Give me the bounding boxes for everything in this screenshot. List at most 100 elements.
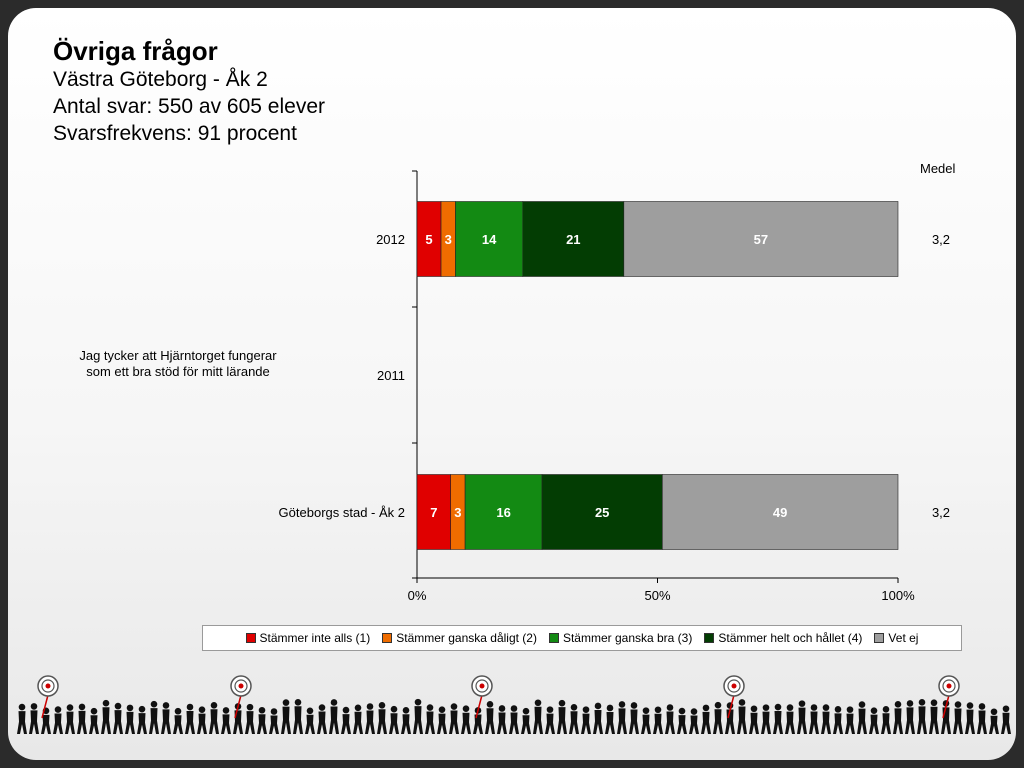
person-silhouette-icon: [606, 704, 614, 712]
x-tick-label: 0%: [408, 588, 427, 603]
person-silhouette-icon: [989, 715, 999, 734]
legend-swatch: [704, 633, 715, 643]
person-silhouette-icon: [101, 707, 111, 734]
person-silhouette-icon: [689, 715, 699, 734]
bar-segment: [455, 201, 524, 277]
bar-segment: [416, 201, 442, 277]
person-silhouette-icon: [233, 710, 243, 734]
person-silhouette-icon: [209, 709, 219, 734]
person-silhouette-icon: [41, 714, 51, 734]
person-silhouette-icon: [425, 711, 435, 734]
legend-swatch: [548, 633, 559, 643]
category-label: 2011: [377, 368, 405, 383]
person-silhouette-icon: [173, 715, 183, 734]
person-silhouette-icon: [990, 708, 998, 716]
person-silhouette-icon: [882, 705, 890, 713]
person-silhouette-icon: [569, 711, 579, 734]
person-silhouette-icon: [197, 713, 207, 734]
person-silhouette-icon: [174, 707, 182, 715]
person-silhouette-icon: [558, 699, 566, 707]
person-silhouette-icon: [966, 702, 974, 709]
person-silhouette-icon: [245, 711, 255, 734]
subtitle-response-rate: Svarsfrekvens: 91 procent: [53, 122, 297, 145]
person-silhouette-icon: [497, 712, 507, 734]
person-silhouette-icon: [918, 699, 926, 706]
person-silhouette-icon: [509, 712, 519, 734]
person-silhouette-icon: [713, 709, 723, 734]
person-silhouette-icon: [929, 706, 939, 734]
person-silhouette-icon: [1001, 712, 1011, 734]
person-silhouette-icon: [954, 701, 962, 708]
person-silhouette-icon: [654, 706, 662, 714]
person-silhouette-icon: [677, 715, 687, 734]
slide: Övriga frågor Västra Göteborg - Åk 2 Ant…: [8, 8, 1016, 760]
person-silhouette-icon: [30, 703, 38, 710]
person-silhouette-icon: [858, 701, 866, 708]
person-silhouette-icon: [545, 713, 555, 734]
person-silhouette-icon: [78, 703, 86, 711]
person-silhouette-icon: [510, 705, 518, 712]
person-silhouette-icon: [161, 709, 171, 734]
page-title: Övriga frågor: [53, 36, 218, 66]
person-silhouette-icon: [318, 704, 326, 711]
person-silhouette-icon: [317, 711, 327, 734]
bar-segment: [541, 474, 663, 550]
person-silhouette-icon: [593, 709, 603, 734]
person-silhouette-icon: [534, 699, 542, 707]
person-silhouette-icon: [449, 710, 459, 734]
person-silhouette-icon: [102, 699, 110, 707]
legend-swatch: [382, 633, 393, 643]
target-icon: [942, 679, 956, 693]
person-silhouette-icon: [810, 704, 818, 711]
person-silhouette-icon: [737, 706, 747, 734]
person-silhouette-icon: [629, 709, 639, 734]
person-silhouette-icon: [857, 708, 867, 734]
person-silhouette-icon: [702, 704, 710, 712]
person-silhouette-icon: [137, 713, 147, 734]
person-silhouette-icon: [893, 708, 903, 734]
subtitle-responses: Antal svar: 550 av 605 elever: [53, 95, 325, 118]
bar-data-label: 5: [425, 232, 432, 247]
person-silhouette-icon: [65, 711, 75, 734]
person-silhouette-icon: [162, 702, 170, 709]
person-silhouette-icon: [185, 711, 195, 734]
legend-item: Stämmer ganska bra (3): [548, 631, 693, 645]
person-silhouette-icon: [906, 700, 914, 707]
person-silhouette-icon: [870, 707, 878, 714]
person-silhouette-icon: [210, 701, 218, 709]
person-silhouette-icon: [1002, 705, 1010, 713]
person-silhouette-icon: [582, 706, 590, 713]
legend-label: Stämmer ganska bra (3): [562, 631, 693, 645]
person-silhouette-icon: [294, 699, 302, 706]
person-silhouette-icon: [581, 713, 591, 734]
person-silhouette-icon: [246, 703, 254, 711]
person-silhouette-icon: [438, 706, 446, 713]
bar-segment: [662, 474, 899, 550]
person-silhouette-icon: [90, 707, 98, 715]
person-silhouette-icon: [605, 711, 615, 734]
person-silhouette-icon: [330, 699, 338, 706]
person-silhouette-icon: [750, 705, 758, 713]
target-pin-icon: [41, 694, 49, 719]
person-silhouette-icon: [714, 701, 722, 709]
person-silhouette-icon: [557, 707, 567, 734]
person-silhouette-icon: [486, 700, 494, 708]
person-silhouette-icon: [834, 706, 842, 713]
bar-data-label: 16: [496, 505, 510, 520]
person-silhouette-icon: [281, 706, 291, 734]
person-silhouette-icon: [570, 703, 578, 711]
person-silhouette-icon: [258, 706, 266, 714]
person-silhouette-icon: [522, 707, 530, 715]
person-silhouette-icon: [426, 704, 434, 711]
x-tick-label: 100%: [881, 588, 915, 603]
bar-data-label: 57: [754, 232, 768, 247]
target-pin-icon: [234, 694, 242, 719]
target-pin-icon: [942, 694, 950, 719]
subtitle-school: Västra Göteborg - Åk 2: [53, 68, 268, 91]
person-silhouette-icon: [29, 710, 39, 734]
target-icon: [475, 679, 489, 693]
person-silhouette-icon: [965, 709, 975, 734]
person-silhouette-icon: [641, 714, 651, 734]
person-silhouette-icon: [53, 713, 63, 734]
